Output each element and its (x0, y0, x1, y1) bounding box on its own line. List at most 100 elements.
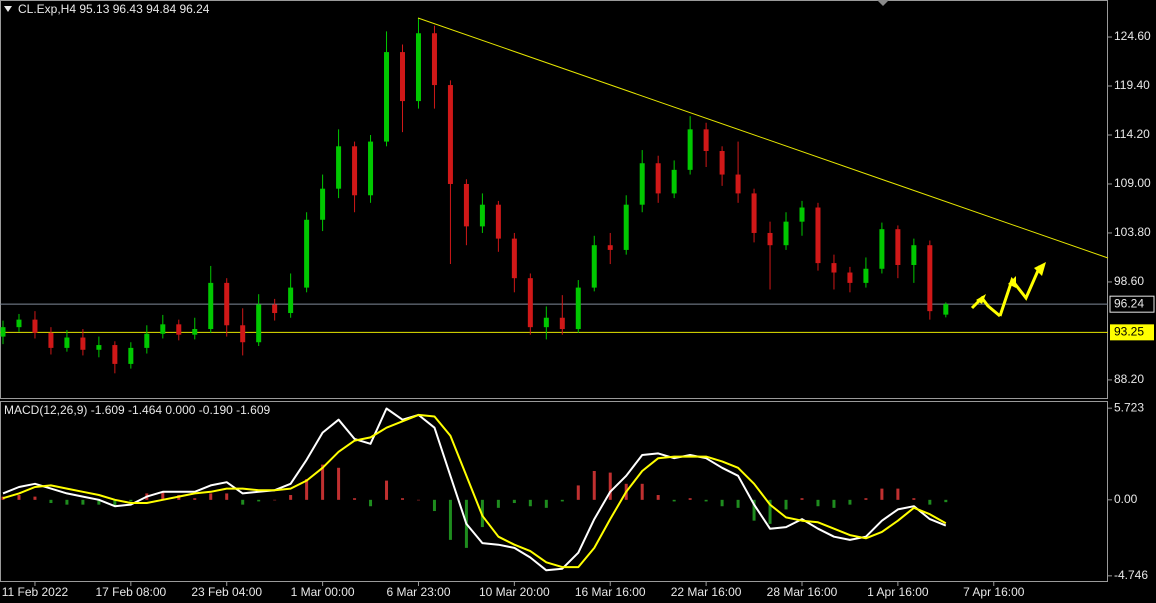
candle-body (559, 317, 565, 330)
candle-body (895, 229, 901, 265)
histogram-bar (321, 464, 325, 500)
y-tick-label: 88.20 (1114, 372, 1144, 386)
candle-body (256, 304, 262, 343)
candle-body (639, 163, 645, 205)
histogram-bar (225, 493, 229, 500)
support-label: 93.25 (1114, 325, 1144, 339)
candle-body (911, 245, 917, 265)
histogram-bar (752, 499, 756, 521)
candle-body (799, 207, 805, 222)
macd-panel-frame (0, 401, 1108, 582)
histogram-bar (385, 480, 389, 500)
x-tick-label: 10 Mar 20:00 (479, 585, 550, 599)
histogram-bar (193, 498, 197, 500)
candle-body (384, 52, 390, 142)
histogram-bar (113, 499, 117, 507)
candle-body (783, 221, 789, 246)
candle-body (495, 204, 501, 239)
forecast-arrow (998, 265, 1042, 317)
candle-body (879, 229, 885, 269)
candle-body (336, 146, 342, 189)
y-tick-label: 109.00 (1114, 176, 1151, 190)
candle-body (863, 268, 869, 283)
histogram-bar (672, 499, 676, 502)
histogram-bar (17, 495, 21, 500)
candle-body (48, 332, 54, 348)
x-tick-label: 6 Mar 23:00 (386, 585, 450, 599)
candle-body (304, 219, 310, 288)
histogram-bar (848, 499, 852, 505)
candle-body (735, 174, 741, 194)
histogram-bar (688, 498, 692, 500)
candle-body (128, 347, 134, 364)
candle-body (447, 85, 453, 184)
histogram-bar (512, 499, 516, 504)
candle-body (176, 324, 182, 335)
histogram-bar (273, 499, 277, 501)
histogram-bar (880, 488, 884, 500)
histogram-bar (432, 499, 436, 512)
histogram-bar (337, 467, 341, 500)
forecast-arrow (970, 295, 1001, 318)
y-tick-label: 5.723 (1114, 400, 1144, 414)
menu-arrow[interactable] (4, 6, 12, 12)
histogram-bar (129, 499, 133, 502)
shift-marker[interactable] (877, 0, 889, 6)
x-tick-label: 28 Mar 16:00 (767, 585, 838, 599)
candle-body (400, 52, 405, 102)
histogram-bar (608, 472, 612, 500)
histogram-bar (257, 499, 261, 502)
histogram-bar (800, 498, 804, 500)
histogram-bar (656, 495, 660, 500)
arrow-head (1034, 262, 1046, 276)
histogram-bar (289, 495, 293, 500)
candle-body (527, 278, 533, 328)
candle-body (208, 282, 214, 330)
candle-body (847, 272, 853, 283)
histogram-bar (401, 498, 404, 500)
macd-header: MACD(12,26,9) -1.609 -1.464 0.000 -0.190… (4, 403, 270, 417)
histogram-bar (640, 483, 644, 500)
histogram-bar (81, 499, 85, 505)
histogram-bar (353, 498, 357, 500)
arrow-head (1008, 276, 1016, 288)
macd-line (2, 407, 947, 572)
histogram-bar (416, 499, 420, 501)
candle-body (655, 163, 661, 194)
histogram-bar (784, 499, 788, 510)
candle-body (415, 33, 421, 102)
x-tick-label: 11 Feb 2022 (2, 585, 69, 599)
histogram-bar (592, 470, 596, 500)
candle-body (511, 238, 517, 279)
histogram-bar (704, 499, 708, 502)
x-tick-label: 7 Apr 16:00 (963, 585, 1025, 599)
candle-body (767, 232, 773, 246)
histogram-bar (768, 499, 772, 524)
histogram-bar (448, 499, 452, 540)
price-panel-frame (0, 0, 1108, 399)
y-tick-label: 114.20 (1114, 127, 1150, 141)
histogram-bar (576, 485, 580, 500)
candle-body (352, 146, 358, 196)
candle-body (0, 327, 6, 337)
candle-body (16, 319, 22, 328)
x-tick-label: 1 Mar 00:00 (291, 585, 355, 599)
histogram-bar (496, 499, 500, 508)
candle-body (272, 304, 278, 314)
histogram-bar (816, 499, 820, 507)
support-label-box (1110, 324, 1154, 341)
candle-body (671, 169, 677, 194)
candle-body (32, 319, 38, 333)
symbol-header: CL.Exp,H4 95.13 96.43 94.84 96.24 (18, 2, 210, 16)
histogram-bar (528, 499, 532, 507)
histogram-bar (944, 499, 948, 503)
y-tick-label: 119.40 (1114, 78, 1150, 92)
histogram-bar (864, 498, 868, 500)
candle-body (607, 245, 613, 250)
histogram-bar (161, 491, 165, 500)
candle-body (927, 245, 933, 312)
candle-body (687, 129, 693, 170)
histogram-bar (544, 499, 548, 508)
histogram-bar (720, 499, 724, 507)
